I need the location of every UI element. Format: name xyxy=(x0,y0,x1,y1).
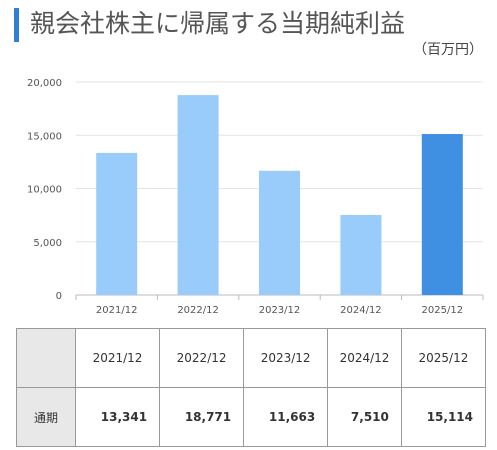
x-tick-label: 2022/12 xyxy=(177,305,219,316)
bar xyxy=(177,95,219,295)
table-header-row: 2021/12 2022/12 2023/12 2024/12 2025/12 xyxy=(16,328,487,388)
x-tick-label: 2025/12 xyxy=(422,305,464,316)
bar xyxy=(96,152,138,295)
table-header-cell: 2022/12 xyxy=(159,328,245,388)
y-tick-label: 15,000 xyxy=(27,131,62,142)
table-header-cell: 2021/12 xyxy=(74,328,161,388)
table-value-cell: 11,663 xyxy=(243,387,329,447)
bar xyxy=(259,170,300,295)
table-row: 通期 13,341 18,771 11,663 7,510 15,114 xyxy=(16,387,487,447)
title-accent-bar xyxy=(14,8,19,42)
table-corner-cell xyxy=(16,328,76,388)
table-value-cell: 15,114 xyxy=(400,387,487,447)
table-header-cell: 2025/12 xyxy=(400,328,487,388)
data-table: 2021/12 2022/12 2023/12 2024/12 2025/12 … xyxy=(16,328,487,447)
unit-label: （百万円） xyxy=(413,42,483,58)
chart-title: 親会社株主に帰属する当期純利益 xyxy=(30,9,406,38)
table-value-cell: 13,341 xyxy=(74,387,161,447)
table-row-label: 通期 xyxy=(16,387,76,447)
y-tick-label: 20,000 xyxy=(27,78,62,89)
y-tick-label: 5,000 xyxy=(33,238,62,249)
table-header-cell: 2023/12 xyxy=(243,328,329,388)
y-tick-label: 0 xyxy=(56,291,62,302)
y-tick-label: 10,000 xyxy=(27,185,62,196)
bar xyxy=(340,215,382,295)
x-tick-label: 2023/12 xyxy=(259,305,301,316)
table-header-cell: 2024/12 xyxy=(327,328,402,388)
x-tick-label: 2024/12 xyxy=(340,305,382,316)
x-tick-label: 2021/12 xyxy=(96,305,138,316)
bar-chart: 0 5,000 10,000 15,000 20,000 2021/12 2022/12 20… xyxy=(27,78,484,316)
bar xyxy=(421,134,463,295)
table-value-cell: 7,510 xyxy=(327,387,402,447)
table-value-cell: 18,771 xyxy=(159,387,245,447)
